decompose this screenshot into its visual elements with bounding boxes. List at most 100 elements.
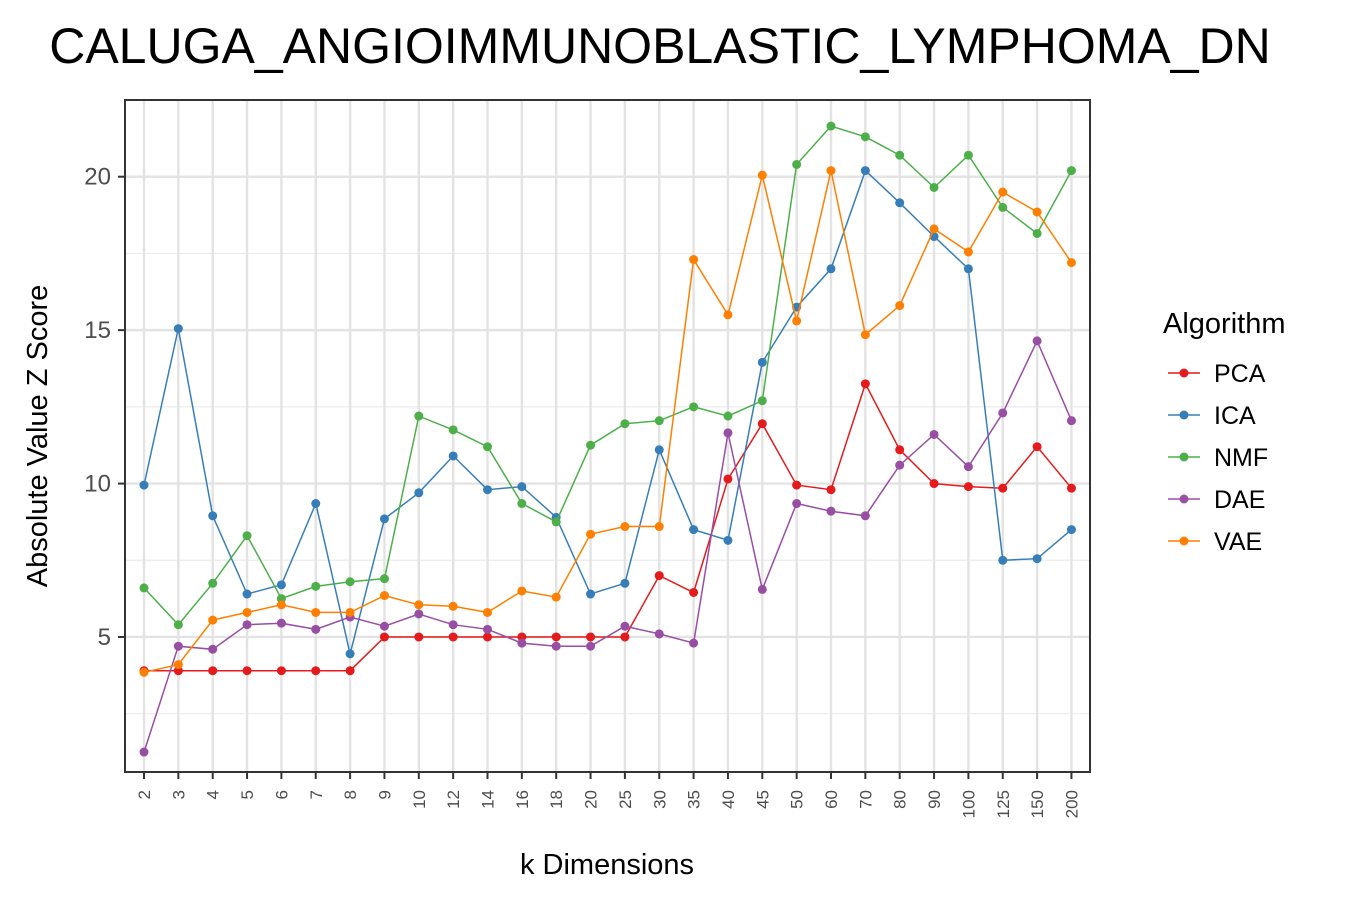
data-point bbox=[311, 499, 321, 509]
series-line bbox=[143, 170, 1073, 674]
data-point bbox=[963, 247, 973, 257]
data-point bbox=[860, 132, 870, 142]
data-point bbox=[311, 607, 321, 617]
data-point bbox=[792, 159, 802, 169]
data-point bbox=[792, 316, 802, 326]
data-point bbox=[448, 620, 458, 630]
data-point bbox=[998, 483, 1008, 493]
data-point bbox=[826, 166, 836, 176]
data-point bbox=[929, 224, 939, 234]
data-point bbox=[963, 482, 973, 492]
data-point bbox=[414, 600, 424, 610]
data-point bbox=[311, 581, 321, 591]
data-point bbox=[276, 666, 286, 676]
legend-label: DAE bbox=[1214, 486, 1265, 514]
data-point bbox=[860, 166, 870, 176]
series-ica bbox=[139, 166, 1076, 659]
x-tick-label: 40 bbox=[719, 790, 738, 809]
legend: Algorithm PCA ICA NMF DAE VAE bbox=[1163, 308, 1286, 556]
data-point bbox=[586, 589, 596, 599]
x-tick-label: 20 bbox=[582, 790, 601, 809]
series-line bbox=[143, 169, 1072, 655]
data-point bbox=[1066, 416, 1076, 426]
data-point bbox=[242, 620, 252, 630]
data-point bbox=[483, 607, 492, 617]
y-tick-label: 20 bbox=[84, 164, 111, 191]
data-point bbox=[654, 445, 664, 455]
series-vae bbox=[139, 166, 1076, 677]
data-point bbox=[551, 517, 561, 527]
data-point bbox=[757, 396, 767, 406]
data-point bbox=[689, 638, 699, 648]
x-tick-label: 100 bbox=[959, 790, 978, 818]
data-point bbox=[173, 620, 183, 630]
legend-label: VAE bbox=[1214, 528, 1262, 556]
x-tick-label: 35 bbox=[685, 790, 704, 809]
x-tick-label: 50 bbox=[788, 790, 807, 809]
data-point bbox=[551, 641, 561, 651]
x-tick-label: 45 bbox=[753, 790, 772, 809]
legend-item-nmf: NMF bbox=[1168, 444, 1268, 472]
data-point bbox=[517, 482, 527, 492]
data-point bbox=[173, 660, 183, 670]
data-point bbox=[963, 150, 973, 160]
x-tick-label: 150 bbox=[1028, 790, 1047, 818]
legend-title: Algorithm bbox=[1163, 308, 1286, 340]
plot-series bbox=[139, 121, 1076, 757]
data-point bbox=[379, 621, 389, 631]
data-point bbox=[757, 584, 767, 594]
data-point bbox=[242, 666, 252, 676]
y-tick-label: 10 bbox=[84, 471, 111, 498]
legend-key-point bbox=[1179, 494, 1189, 504]
x-tick-label: 16 bbox=[513, 790, 532, 809]
data-point bbox=[929, 429, 939, 439]
data-point bbox=[654, 629, 664, 639]
x-tick-label: 5 bbox=[238, 790, 257, 799]
x-tick-label: 60 bbox=[822, 790, 841, 809]
data-point bbox=[689, 525, 699, 535]
data-point bbox=[895, 301, 905, 311]
data-point bbox=[173, 641, 183, 651]
y-axis: 5 10 15 20 bbox=[84, 164, 125, 651]
x-tick-label: 30 bbox=[650, 790, 669, 809]
data-point bbox=[242, 589, 252, 599]
x-axis-title: k Dimensions bbox=[520, 849, 694, 881]
data-point bbox=[654, 571, 664, 581]
x-tick-label: 25 bbox=[616, 790, 635, 809]
data-point bbox=[414, 488, 424, 498]
data-point bbox=[860, 511, 870, 521]
data-point bbox=[208, 666, 218, 676]
data-point bbox=[586, 529, 596, 539]
data-point bbox=[311, 624, 321, 634]
data-point bbox=[345, 607, 355, 617]
data-point bbox=[483, 624, 492, 634]
data-point bbox=[551, 592, 561, 602]
data-point bbox=[689, 587, 699, 597]
data-point bbox=[998, 408, 1008, 418]
data-point bbox=[723, 428, 733, 438]
legend-item-pca: PCA bbox=[1168, 360, 1266, 388]
data-point bbox=[483, 632, 492, 642]
grid bbox=[125, 100, 1090, 772]
data-point bbox=[139, 480, 149, 490]
data-point bbox=[998, 187, 1008, 197]
x-tick-label: 8 bbox=[341, 790, 360, 799]
x-tick-label: 9 bbox=[375, 790, 394, 799]
data-point bbox=[895, 445, 905, 455]
data-point bbox=[757, 357, 767, 367]
data-point bbox=[620, 419, 630, 429]
y-tick-label: 5 bbox=[98, 624, 111, 651]
data-point bbox=[586, 641, 596, 651]
data-point bbox=[895, 198, 905, 208]
data-point bbox=[448, 451, 458, 461]
data-point bbox=[998, 555, 1008, 565]
legend-label: PCA bbox=[1214, 360, 1266, 388]
data-point bbox=[586, 632, 596, 642]
x-tick-label: 10 bbox=[410, 790, 429, 809]
data-point bbox=[998, 202, 1008, 212]
plot-panel-border bbox=[124, 99, 1091, 773]
series-line bbox=[143, 339, 1073, 753]
data-point bbox=[860, 379, 870, 389]
data-point bbox=[792, 480, 802, 490]
